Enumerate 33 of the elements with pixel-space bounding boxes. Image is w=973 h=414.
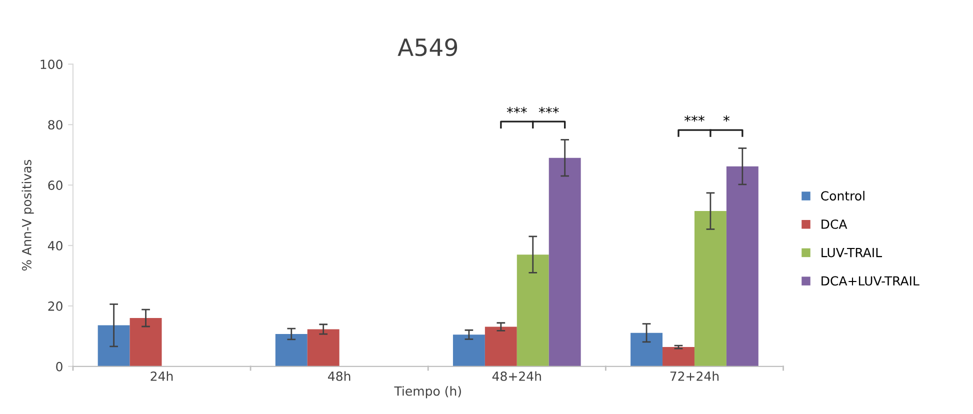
y-tick-label: 60 [48, 180, 62, 190]
bar [630, 332, 663, 366]
bar [275, 334, 308, 366]
bar [484, 326, 517, 366]
annotation: *** [684, 115, 704, 122]
bar [548, 158, 581, 366]
y-tick-label: 80 [48, 120, 62, 130]
legend-label: LUV-TRAIL [822, 248, 882, 258]
bar [130, 318, 162, 366]
y-axis-title: % Ann-V positivas [22, 160, 34, 271]
annotation: * [723, 115, 730, 122]
bar [98, 325, 130, 366]
bar [452, 334, 485, 366]
bar [516, 254, 549, 366]
legend-label: DCA+LUV-TRAIL [822, 276, 920, 286]
x-tick-label: 24h [150, 371, 173, 381]
legend-label: DCA [822, 219, 848, 229]
y-tick-label: 0 [56, 362, 62, 372]
bar [662, 347, 694, 366]
annotation: *** [538, 106, 559, 114]
chart-title: A549 [398, 38, 458, 56]
y-tick-label: 40 [48, 240, 62, 250]
y-tick-label: 20 [48, 301, 62, 311]
x-tick-label: 48+24h [492, 371, 541, 381]
x-tick-label: 48h [328, 371, 350, 381]
legend-label: Control [821, 190, 864, 201]
y-tick-label: 100 [40, 60, 62, 70]
bar [694, 211, 726, 366]
x-tick-label: 72+24h [670, 371, 719, 381]
bar [307, 329, 340, 366]
annotation: *** [506, 106, 527, 114]
bar [726, 166, 758, 366]
x-axis-title: Tiempo (h) [394, 386, 461, 398]
